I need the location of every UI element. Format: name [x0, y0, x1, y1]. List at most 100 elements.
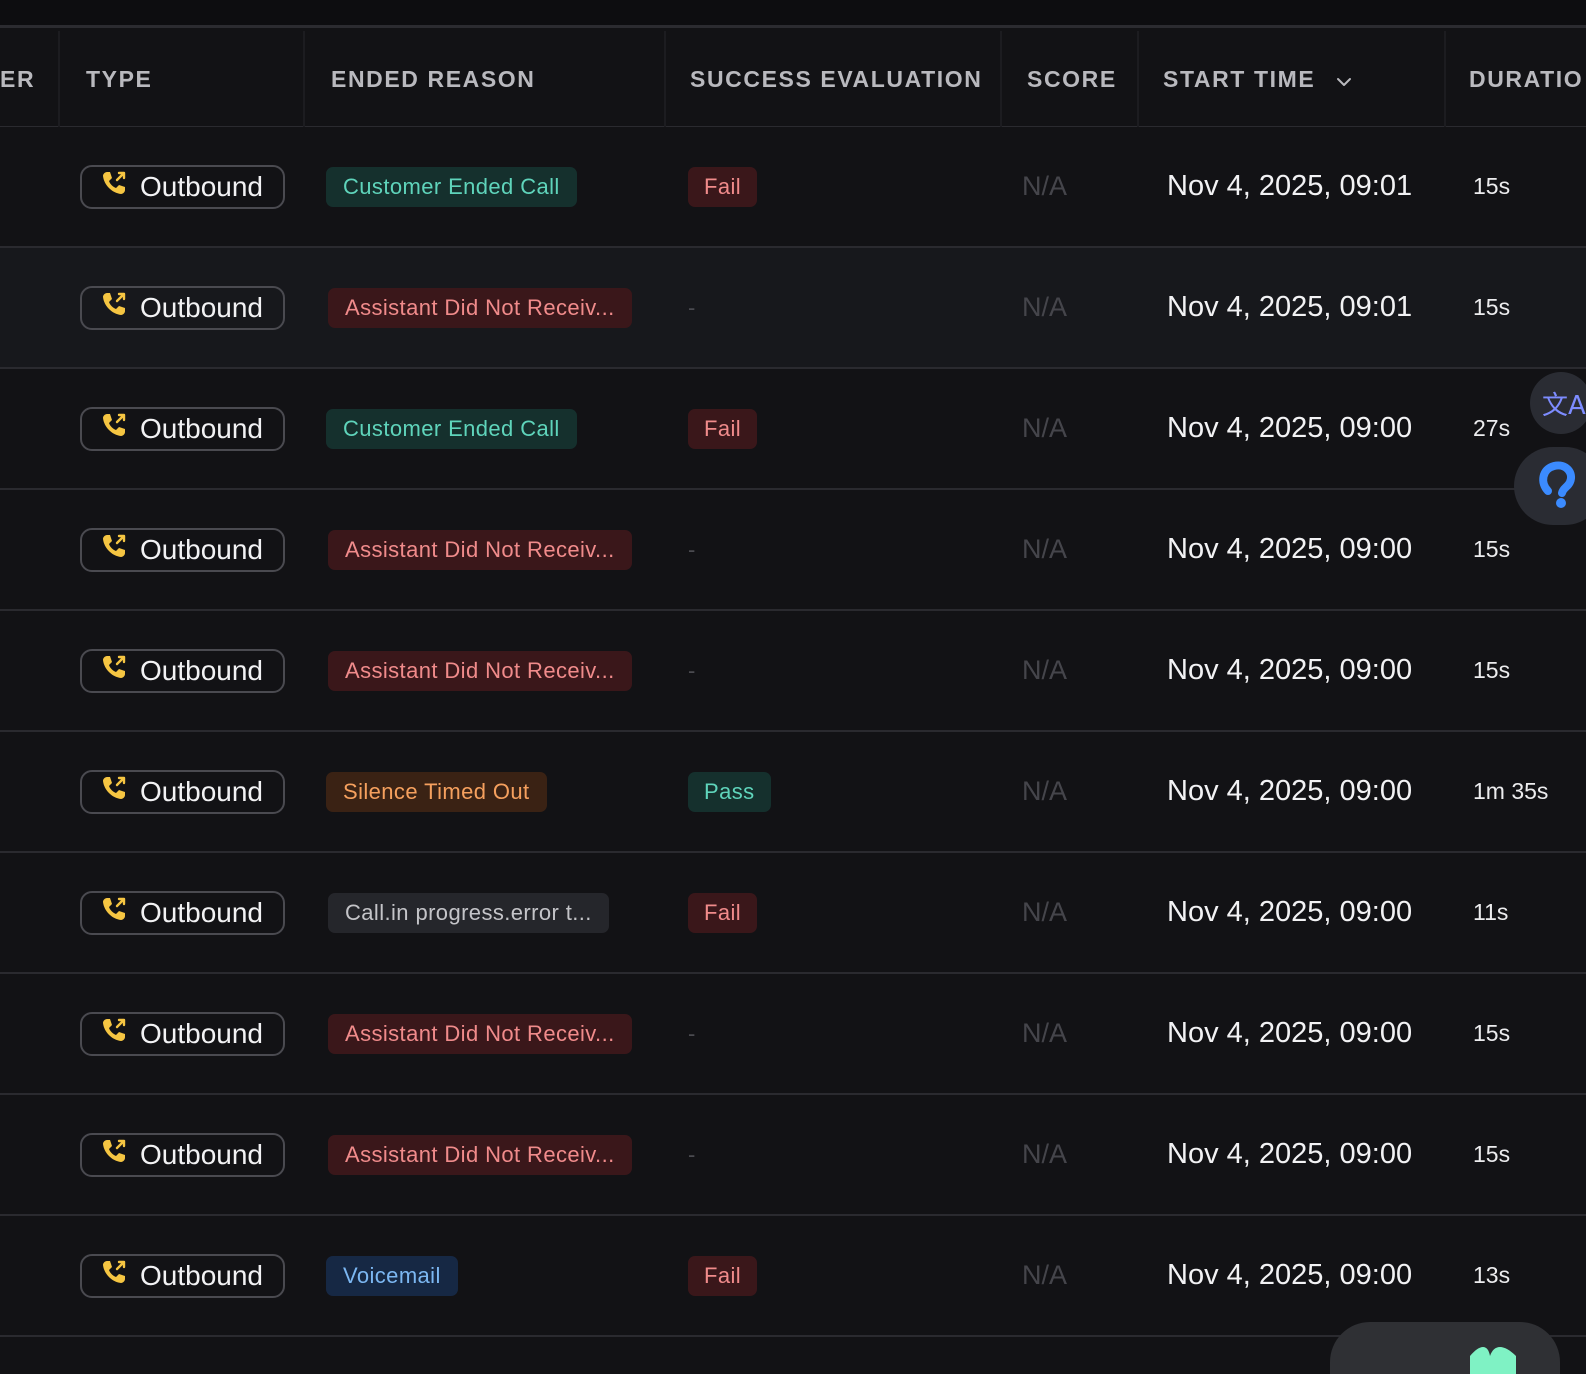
column-header-type[interactable]: TYPE	[86, 65, 153, 92]
chat-widget-icon	[1470, 1347, 1516, 1374]
column-header-duration[interactable]: DURATIO	[1469, 65, 1584, 92]
top-bar	[0, 0, 1586, 28]
start-time-cell: Nov 4, 2025, 09:00	[1167, 974, 1412, 1093]
table-row[interactable]: Outbound Call.in progress.error t... Fai…	[0, 853, 1586, 974]
table-row[interactable]: Outbound Customer Ended Call Fail N/A No…	[0, 369, 1586, 490]
chat-widget-button[interactable]	[1330, 1322, 1560, 1374]
table-row[interactable]: Outbound Customer Ended Call Fail N/A No…	[0, 127, 1586, 248]
table-row[interactable]: Outbound Assistant Did Not Receiv... - N…	[0, 490, 1586, 611]
duration-value: 15s	[1473, 1141, 1511, 1167]
evaluation-cell: -	[688, 611, 695, 730]
score-value: N/A	[1022, 413, 1068, 443]
duration-cell: 1m 35s	[1473, 732, 1548, 851]
ended-reason-cell: Assistant Did Not Receiv...	[328, 974, 632, 1093]
phone-outgoing-icon	[100, 1016, 140, 1051]
table-row[interactable]: Outbound Assistant Did Not Receiv... - N…	[0, 974, 1586, 1095]
column-header-score[interactable]: SCORE	[1027, 65, 1117, 92]
duration-cell: 15s	[1473, 611, 1510, 730]
type-pill: Outbound	[80, 406, 285, 451]
start-time-value: Nov 4, 2025, 09:00	[1167, 654, 1413, 686]
column-divider[interactable]	[58, 31, 60, 127]
evaluation-empty: -	[688, 1020, 696, 1046]
start-time-cell: Nov 4, 2025, 09:00	[1167, 1095, 1412, 1214]
duration-value: 15s	[1473, 173, 1511, 199]
ended-reason-badge: Silence Timed Out	[326, 771, 547, 812]
ended-reason-badge: Assistant Did Not Receiv...	[328, 287, 632, 328]
start-time-cell: Nov 4, 2025, 09:00	[1167, 1216, 1412, 1335]
ended-reason-cell: Voicemail	[326, 1216, 458, 1335]
table-row[interactable]: Outbound Silence Timed Out Pass N/A Nov …	[0, 732, 1586, 853]
ended-reason-cell: Assistant Did Not Receiv...	[328, 490, 632, 609]
type-cell: Outbound	[80, 248, 285, 367]
table-row[interactable]: Outbound Assistant Did Not Receiv... - N…	[0, 1095, 1586, 1216]
column-divider[interactable]	[303, 31, 305, 127]
chevron-down-icon[interactable]	[1335, 70, 1353, 88]
duration-value: 11s	[1473, 899, 1509, 925]
start-time-value: Nov 4, 2025, 09:01	[1167, 291, 1413, 323]
column-header-start-time[interactable]: START TIME	[1163, 31, 1433, 127]
column-divider[interactable]	[1000, 31, 1002, 127]
ended-reason-cell: Call.in progress.error t...	[328, 853, 609, 972]
column-divider[interactable]	[664, 31, 666, 127]
type-cell: Outbound	[80, 732, 285, 851]
start-time-value: Nov 4, 2025, 09:00	[1167, 775, 1413, 807]
column-header-ended-reason[interactable]: ENDED REASON	[331, 65, 536, 92]
evaluation-cell: Fail	[688, 369, 758, 488]
start-time-value: Nov 4, 2025, 09:00	[1167, 896, 1413, 928]
start-time-value: Nov 4, 2025, 09:00	[1167, 412, 1413, 444]
duration-cell: 15s	[1473, 127, 1510, 246]
table-row[interactable]: Outbound Voicemail Fail N/A Nov 4, 2025,…	[0, 1216, 1586, 1337]
start-time-cell: Nov 4, 2025, 09:00	[1167, 732, 1412, 851]
phone-outgoing-icon	[100, 290, 140, 325]
score-cell: N/A	[1022, 611, 1067, 730]
score-cell: N/A	[1022, 974, 1067, 1093]
start-time-cell: Nov 4, 2025, 09:00	[1167, 611, 1412, 730]
column-header-number[interactable]: ER	[0, 65, 36, 92]
duration-value: 13s	[1473, 1262, 1511, 1288]
start-time-value: Nov 4, 2025, 09:00	[1167, 1259, 1413, 1291]
table-row[interactable]: Outbound Assistant Did Not Receiv... - N…	[0, 611, 1586, 732]
ended-reason-cell: Assistant Did Not Receiv...	[328, 1095, 632, 1214]
start-time-cell: Nov 4, 2025, 09:00	[1167, 369, 1412, 488]
phone-outgoing-icon	[100, 532, 140, 567]
column-divider[interactable]	[1137, 31, 1139, 127]
score-cell: N/A	[1022, 248, 1067, 367]
phone-outgoing-icon	[100, 169, 140, 204]
evaluation-badge: Fail	[688, 892, 758, 933]
duration-value: 15s	[1473, 294, 1511, 320]
evaluation-badge: Fail	[688, 166, 758, 207]
start-time-cell: Nov 4, 2025, 09:01	[1167, 127, 1412, 246]
duration-value: 15s	[1473, 536, 1511, 562]
type-pill: Outbound	[80, 1253, 285, 1298]
score-value: N/A	[1022, 292, 1068, 322]
type-pill: Outbound	[80, 527, 285, 572]
evaluation-cell: Pass	[688, 732, 771, 851]
duration-cell: 15s	[1473, 1095, 1510, 1214]
column-header-success-evaluation[interactable]: SUCCESS EVALUATION	[690, 65, 983, 92]
score-cell: N/A	[1022, 1216, 1067, 1335]
duration-cell: 13s	[1473, 1216, 1510, 1335]
phone-outgoing-icon	[100, 653, 140, 688]
duration-cell: 15s	[1473, 974, 1510, 1093]
evaluation-cell: Fail	[688, 127, 758, 246]
start-time-cell: Nov 4, 2025, 09:00	[1167, 490, 1412, 609]
ended-reason-badge: Voicemail	[326, 1255, 458, 1296]
help-button[interactable]	[1514, 447, 1586, 525]
translate-button[interactable]: 文A	[1530, 372, 1586, 434]
type-cell: Outbound	[80, 853, 285, 972]
ended-reason-cell: Assistant Did Not Receiv...	[328, 248, 632, 367]
evaluation-empty: -	[688, 1141, 696, 1167]
type-label: Outbound	[140, 1138, 263, 1170]
duration-value: 1m 35s	[1473, 778, 1549, 804]
duration-cell: 15s	[1473, 490, 1510, 609]
table-body: Outbound Customer Ended Call Fail N/A No…	[0, 127, 1586, 1337]
calls-table: ER TYPE ENDED REASON SUCCESS EVALUATION …	[0, 31, 1586, 1337]
duration-cell: 27s	[1473, 369, 1510, 488]
column-divider[interactable]	[1444, 31, 1446, 127]
ended-reason-badge: Assistant Did Not Receiv...	[328, 1013, 632, 1054]
type-cell: Outbound	[80, 1095, 285, 1214]
start-time-value: Nov 4, 2025, 09:00	[1167, 1017, 1413, 1049]
table-row[interactable]: Outbound Assistant Did Not Receiv... - N…	[0, 248, 1586, 369]
start-time-cell: Nov 4, 2025, 09:01	[1167, 248, 1412, 367]
phone-outgoing-icon	[100, 1258, 140, 1293]
